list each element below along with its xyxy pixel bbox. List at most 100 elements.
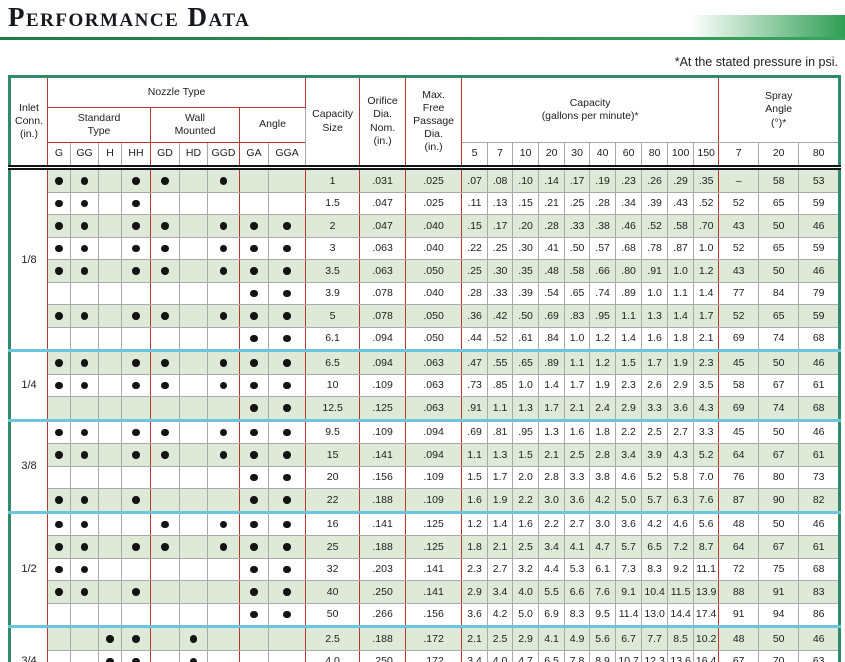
nozzle-gd-availability xyxy=(150,649,180,662)
gpm-value: 3.9 xyxy=(641,443,669,467)
nozzle-gd-availability xyxy=(150,214,180,238)
table-row: 10.109.063.73.85 1.0 1.4 1.7 1.9 2.3 2.6 2.9 3.5… xyxy=(10,373,841,397)
nozzle-g-availability xyxy=(47,326,71,351)
gpm-value: 1.0 xyxy=(641,281,669,305)
bullet-dot-icon xyxy=(161,520,169,529)
gpm-value: 4.6 xyxy=(615,465,643,489)
gpm-value: 2.3 xyxy=(461,557,489,581)
header-pressure-150: 150 xyxy=(693,142,720,168)
capacity-size-value: 10 xyxy=(305,373,361,397)
nozzle-gga-availability xyxy=(267,602,307,627)
bullet-dot-icon xyxy=(283,520,291,529)
gpm-value: 6.9 xyxy=(538,602,566,627)
nozzle-hh-availability xyxy=(121,396,151,421)
bullet-dot-icon xyxy=(55,451,63,459)
bullet-dot-icon xyxy=(250,267,258,275)
spray-angle-value: 87 xyxy=(718,488,760,513)
bullet-dot-icon xyxy=(283,359,291,367)
nozzle-ga-availability xyxy=(239,259,269,283)
spray-angle-value: 88 xyxy=(718,580,760,604)
gpm-value: .66 xyxy=(589,259,617,283)
table-row: 32.203.141 2.3 2.7 3.2 4.4 5.3 6.1 7.3 8.3 9.2 11.… xyxy=(10,557,841,581)
spray-angle-value: 50 xyxy=(758,259,800,283)
nozzle-gga-availability xyxy=(267,373,307,397)
gpm-value: 5.8 xyxy=(667,465,695,489)
gpm-value: 1.5 xyxy=(512,443,540,467)
bullet-dot-icon xyxy=(55,381,63,390)
gpm-value: 4.2 xyxy=(487,602,514,627)
gpm-value: .61 xyxy=(512,326,540,351)
nozzle-hd-availability xyxy=(179,535,208,559)
spray-angle-value: 74 xyxy=(758,396,800,421)
spray-angle-value: 63 xyxy=(798,649,841,662)
gpm-value: 5.0 xyxy=(615,488,643,513)
gpm-value: .23 xyxy=(615,165,643,193)
nozzle-gd-availability xyxy=(150,510,180,536)
capacity-size-value: 5 xyxy=(305,304,361,328)
nozzle-gg-availability xyxy=(70,557,99,581)
max-free-passage-value: .063 xyxy=(405,349,463,375)
spray-angle-value: 69 xyxy=(718,396,760,421)
nozzle-gga-availability xyxy=(267,281,307,305)
nozzle-gd-availability xyxy=(150,418,180,444)
nozzle-ggd-availability xyxy=(207,236,240,260)
gpm-value: 1.4 xyxy=(667,304,695,328)
spray-angle-value: 64 xyxy=(718,443,760,467)
gpm-value: 2.1 xyxy=(564,396,591,421)
gpm-value: .19 xyxy=(589,165,617,193)
nozzle-gg-availability xyxy=(70,602,99,627)
orifice-dia-value: .141 xyxy=(359,510,407,536)
bullet-dot-icon xyxy=(80,267,89,275)
max-free-passage-value: .156 xyxy=(405,602,463,627)
bullet-dot-icon xyxy=(55,496,63,504)
bullet-dot-icon xyxy=(283,543,291,551)
spray-angle-value: 76 xyxy=(718,465,760,489)
gpm-value: .41 xyxy=(538,236,566,260)
nozzle-gga-availability xyxy=(267,443,307,467)
header-nozzle-type: Nozzle Type xyxy=(46,76,307,108)
gpm-value: 4.1 xyxy=(538,625,566,651)
gpm-value: .47 xyxy=(461,349,489,375)
gpm-value: .11 xyxy=(461,191,489,215)
bullet-dot-icon xyxy=(161,451,169,459)
gpm-value: .22 xyxy=(461,236,489,260)
nozzle-hd-availability xyxy=(179,625,208,651)
header-capacity-gpm: Capacity (gallons per minute)* xyxy=(461,76,720,143)
nozzle-gg-availability xyxy=(70,418,99,444)
nozzle-gga-availability xyxy=(267,488,307,513)
nozzle-hh-availability xyxy=(121,326,151,351)
orifice-dia-value: .094 xyxy=(359,349,407,375)
gpm-value: .38 xyxy=(589,214,617,238)
capacity-size-value: 2.5 xyxy=(305,625,361,651)
gpm-value: 7.7 xyxy=(641,625,669,651)
gpm-value: 2.1 xyxy=(538,443,566,467)
gpm-value: 2.9 xyxy=(461,580,489,604)
bullet-dot-icon xyxy=(219,177,228,185)
nozzle-ga-availability xyxy=(239,418,269,444)
spray-angle-value: 77 xyxy=(718,281,760,305)
header-nozzle-gga: GGA xyxy=(267,142,307,168)
spray-angle-value: 67 xyxy=(758,443,800,467)
max-free-passage-value: .025 xyxy=(405,191,463,215)
nozzle-hd-availability xyxy=(179,557,208,581)
inlet-conn-label: 3/8 xyxy=(9,418,48,513)
nozzle-h-availability xyxy=(98,191,122,215)
nozzle-ggd-availability xyxy=(207,281,240,305)
bullet-dot-icon xyxy=(250,222,258,230)
gpm-value: 13.0 xyxy=(641,602,669,627)
spray-angle-value: – xyxy=(718,165,760,193)
bullet-dot-icon xyxy=(132,199,140,208)
table-row: 3.5.063.050.25.30.35.48.58.66.80.91 1.0 1.… xyxy=(10,259,841,283)
max-free-passage-value: .094 xyxy=(405,418,463,444)
gpm-value: 8.3 xyxy=(564,602,591,627)
gpm-value: .50 xyxy=(564,236,591,260)
bullet-dot-icon xyxy=(132,588,140,596)
spray-angle-value: 65 xyxy=(758,191,800,215)
header-pressure-30: 30 xyxy=(564,142,591,168)
bullet-dot-icon xyxy=(283,312,291,320)
nozzle-g-availability xyxy=(47,191,71,215)
gpm-value: .50 xyxy=(512,304,540,328)
bullet-dot-icon xyxy=(283,565,291,574)
header-nozzle-ggd: GGD xyxy=(207,142,240,168)
gpm-value: 2.7 xyxy=(564,510,591,536)
